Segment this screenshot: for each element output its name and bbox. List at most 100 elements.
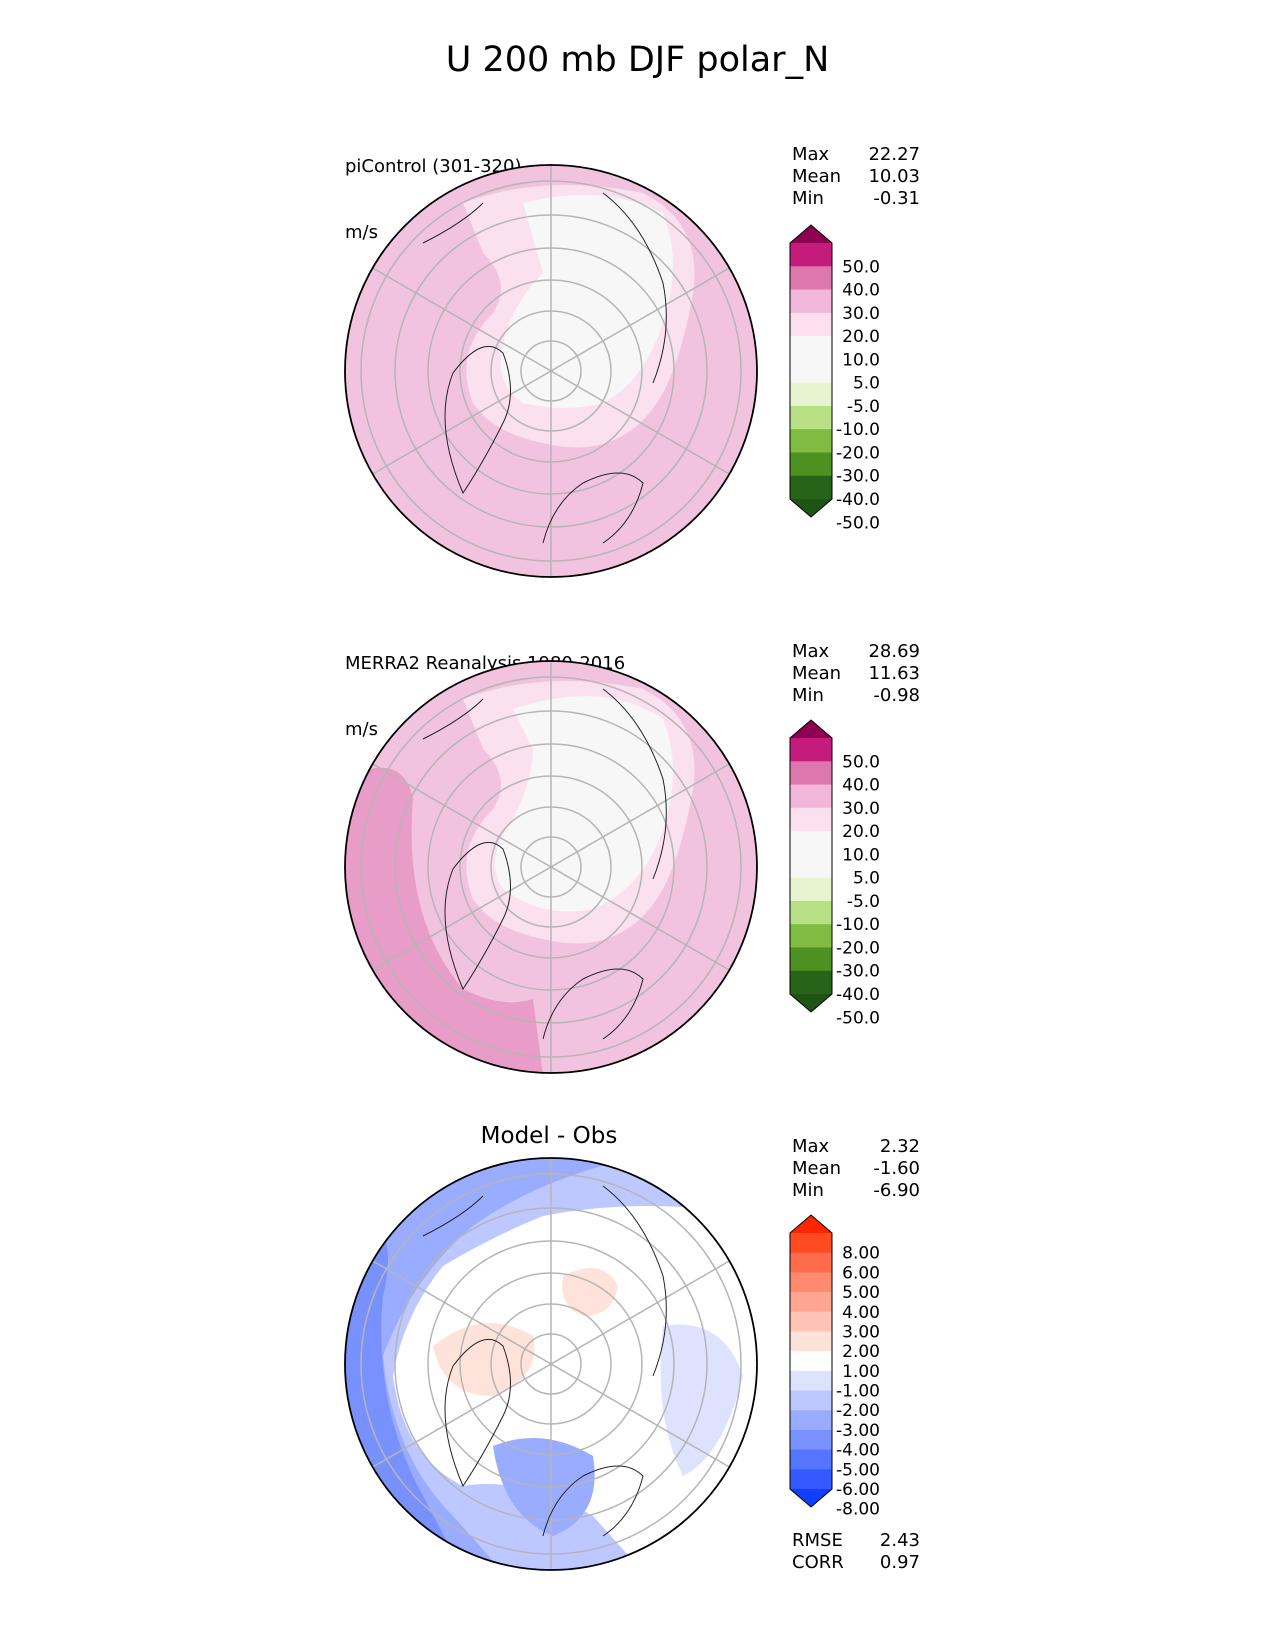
panel3-max-label: Max (792, 1136, 830, 1157)
panel3-stats: Max 2.32 Mean -1.60 Min -6.90 (792, 1136, 920, 1202)
panel3-colorbar-swatch (790, 1331, 832, 1352)
panel2-colorbar-tick-label: 10.0 (842, 845, 880, 865)
panel2-colorbar-tick-label: -5.0 (847, 892, 880, 912)
panel3-colorbar-swatch (790, 1252, 832, 1273)
panel3-colorbar-swatch (790, 1390, 832, 1411)
panel2-colorbar-tick-label: 30.0 (842, 799, 880, 819)
panel3-colorbar-swatch (790, 1370, 832, 1392)
panel3-title: Model - Obs (480, 1123, 618, 1149)
panel3-colorbar-tick-label: -1.00 (836, 1382, 880, 1402)
panel1-colorbar-swatch (790, 382, 832, 407)
panel3-colorbar-tick-label: 1.00 (842, 1362, 880, 1382)
panel1-colorbar-swatch (790, 452, 832, 477)
panel3-colorbar-tick-label: -4.00 (836, 1441, 880, 1461)
panel2-max-label: Max (792, 641, 830, 662)
panel3-colorbar-swatch (790, 1429, 832, 1451)
panel1-colorbar-tick-label: 30.0 (842, 304, 880, 324)
panel2-mean-label: Mean (792, 663, 842, 684)
panel3-colorbar-outline (789, 1214, 833, 1508)
panel3-colorbar-tick-label: 2.00 (842, 1342, 880, 1362)
panel2-map (344, 660, 758, 1074)
panel1-colorbar-swatch (790, 429, 832, 453)
panel3-map (344, 1157, 758, 1571)
panel3-colorbar: 8.006.005.004.003.002.001.00-1.00-2.00-3… (789, 1214, 880, 1520)
panel2-mean-value: 11.63 (868, 663, 920, 684)
panel1-colorbar-tick-label: 20.0 (842, 327, 880, 347)
panel2-colorbar-swatch (790, 738, 832, 762)
panel1-map (344, 164, 758, 578)
panel2-colorbar-tick-label: -20.0 (836, 938, 880, 958)
panel3-mean-value: -1.60 (873, 1158, 920, 1179)
panel2-colorbar-tick-label: 5.0 (853, 869, 880, 889)
panel2-colorbar-tick-label: -10.0 (836, 915, 880, 935)
panel1-colorbar-tick-label: 50.0 (842, 257, 880, 277)
panel3-colorbar-tick-label: 8.00 (842, 1244, 880, 1264)
panel2-colorbar-swatch (790, 784, 832, 809)
panel2-colorbar-extend-bottom (790, 994, 832, 1012)
panel2-colorbar-swatch (790, 900, 832, 925)
panel1-colorbar-swatch (790, 312, 832, 337)
panel3-colorbar-tick-label: 6.00 (842, 1263, 880, 1283)
panel1-mean-value: 10.03 (868, 166, 920, 187)
panel3-colorbar-tick-label: -5.00 (836, 1460, 880, 1480)
panel3-corr-value: 0.97 (879, 1552, 920, 1573)
panel3-colorbar-swatch (790, 1233, 832, 1254)
panel3-rmse-value: 2.43 (879, 1530, 920, 1551)
panel1-colorbar-tick-label: 40.0 (842, 281, 880, 301)
panel2-min-value: -0.98 (873, 685, 920, 706)
panel2-colorbar-swatch (790, 831, 832, 855)
panel2-max-value: 28.69 (868, 641, 920, 662)
panel3-rmse-label: RMSE (792, 1530, 843, 1551)
panel1-stats: Max 22.27 Mean 10.03 Min -0.31 (792, 144, 920, 210)
panel3-colorbar-extend-bottom (790, 1489, 832, 1507)
panel3-colorbar-tick-label: -3.00 (836, 1421, 880, 1441)
panel3-corr-label: CORR (792, 1552, 844, 1573)
panel3-min-value: -6.90 (873, 1180, 920, 1201)
panel3-colorbar-tick-label: -2.00 (836, 1401, 880, 1421)
panel1-colorbar-tick-label: 5.0 (853, 374, 880, 394)
panel1-min-value: -0.31 (873, 188, 920, 209)
panel1-colorbar-tick-label: -40.0 (836, 490, 880, 510)
panel3-colorbar-tick-label: -6.00 (836, 1480, 880, 1500)
panel3-colorbar-swatch (790, 1311, 832, 1332)
panel3-min-label: Min (792, 1180, 824, 1201)
panel3-colorbar-tick-label: 3.00 (842, 1322, 880, 1342)
panel3-colorbar-extend-top (790, 1215, 832, 1233)
panel2-colorbar-outline (789, 719, 833, 1013)
panel1-colorbar-swatch (790, 475, 832, 500)
panel3-colorbar-tick-label: -8.00 (836, 1500, 880, 1520)
panel3-colorbar-tick-label: 5.00 (842, 1283, 880, 1303)
figure-title: U 200 mb DJF polar_N (445, 40, 830, 80)
panel1-mean-label: Mean (792, 166, 842, 187)
panel2-colorbar: 50.0 40.0 30.0 20.0 10.0 5.0 -5.0 -10.0 -20.0 -30… (789, 719, 880, 1028)
panel3-colorbar-tick-label: 4.00 (842, 1303, 880, 1323)
panel3-colorbar-swatch (790, 1449, 832, 1470)
panel3-colorbar-swatch (790, 1272, 832, 1293)
panel1-colorbar-tick-label: 10.0 (842, 350, 880, 370)
panel1-colorbar-tick-label: -50.0 (836, 513, 880, 533)
panel2-colorbar-swatch (790, 854, 832, 879)
panel1-colorbar-swatch (790, 266, 832, 291)
panel2-units: m/s (345, 719, 378, 740)
panel1-max-label: Max (792, 144, 830, 165)
panel1-colorbar-extend-top (790, 225, 832, 243)
panel2-colorbar-tick-label: 40.0 (842, 776, 880, 796)
panel3-metrics: RMSE 2.43 CORR 0.97 (792, 1530, 920, 1574)
panel1-colorbar-swatch (790, 359, 832, 384)
panel3-max-value: 2.32 (879, 1136, 920, 1157)
panel2-colorbar-tick-label: -30.0 (836, 962, 880, 982)
panel2-colorbar-tick-label: -40.0 (836, 985, 880, 1005)
panel3-mean-label: Mean (792, 1158, 842, 1179)
panel1-colorbar-tick-label: -10.0 (836, 420, 880, 440)
panel2-min-label: Min (792, 685, 824, 706)
panel2-colorbar-swatch (790, 924, 832, 948)
panel1-min-label: Min (792, 188, 824, 209)
panel1-colorbar: 50.0 40.0 30.0 20.0 10.0 5.0 -5.0 -10.0 -20.0 -30… (789, 224, 880, 533)
panel3-colorbar-swatch (790, 1351, 832, 1372)
panel2-colorbar-swatch (790, 761, 832, 786)
panel2-colorbar-swatch (790, 947, 832, 972)
panel1-colorbar-tick-label: -20.0 (836, 443, 880, 463)
panel1-colorbar-extend-bottom (790, 499, 832, 517)
panel1-colorbar-outline (789, 224, 833, 518)
panel2-colorbar-extend-top (790, 720, 832, 738)
